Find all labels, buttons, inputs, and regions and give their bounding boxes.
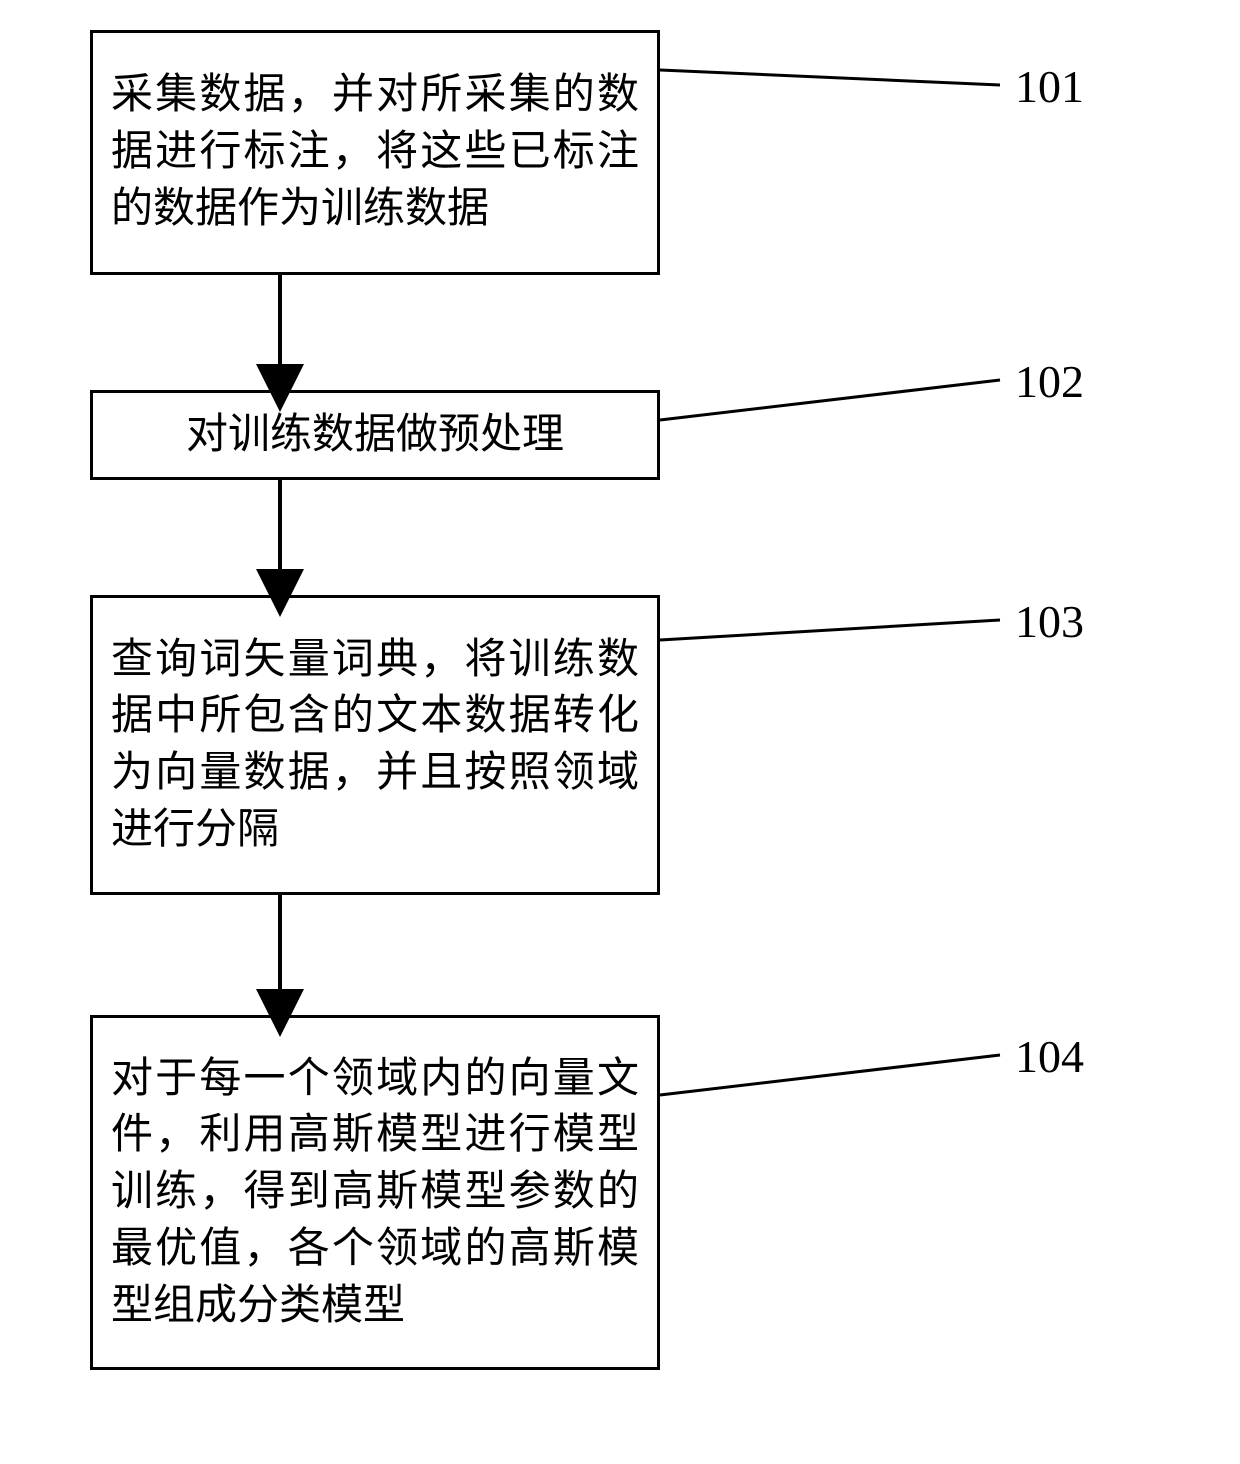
flow-node-1: 采集数据，并对所采集的数据进行标注，将这些已标注的数据作为训练数据 bbox=[90, 30, 660, 275]
flow-node-3-text: 查询词矢量词典，将训练数据中所包含的文本数据转化为向量数据，并且按照领域进行分隔 bbox=[111, 632, 639, 859]
flow-node-4-text: 对于每一个领域内的向量文件，利用高斯模型进行模型训练，得到高斯模型参数的最优值，… bbox=[111, 1051, 639, 1334]
flow-label-102: 102 bbox=[1015, 355, 1084, 408]
flow-label-101: 101 bbox=[1015, 60, 1084, 113]
flow-label-104: 104 bbox=[1015, 1030, 1084, 1083]
flowchart-canvas: 采集数据，并对所采集的数据进行标注，将这些已标注的数据作为训练数据 101 对训… bbox=[0, 0, 1240, 1464]
flow-node-2: 对训练数据做预处理 bbox=[90, 390, 660, 480]
flow-node-2-text: 对训练数据做预处理 bbox=[186, 407, 564, 464]
flow-label-103: 103 bbox=[1015, 595, 1084, 648]
leader-103 bbox=[660, 620, 1000, 640]
leader-101 bbox=[660, 70, 1000, 85]
leader-102 bbox=[660, 380, 1000, 420]
flow-node-4: 对于每一个领域内的向量文件，利用高斯模型进行模型训练，得到高斯模型参数的最优值，… bbox=[90, 1015, 660, 1370]
leader-104 bbox=[660, 1055, 1000, 1095]
flow-node-1-text: 采集数据，并对所采集的数据进行标注，将这些已标注的数据作为训练数据 bbox=[111, 67, 639, 237]
flow-node-3: 查询词矢量词典，将训练数据中所包含的文本数据转化为向量数据，并且按照领域进行分隔 bbox=[90, 595, 660, 895]
